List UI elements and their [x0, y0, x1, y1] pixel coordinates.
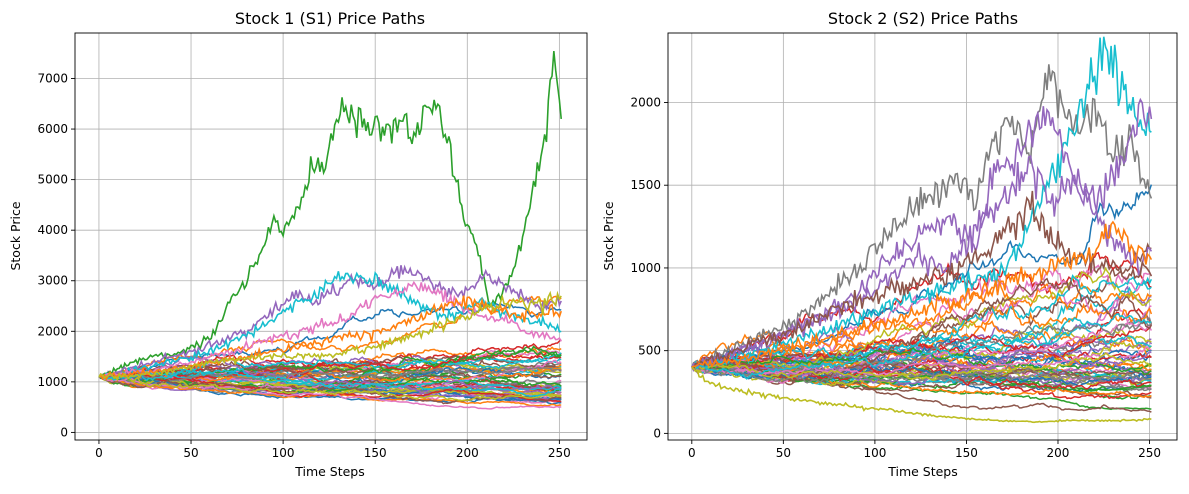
y-axis-label: Stock Price	[601, 201, 616, 270]
y-axis-label: Stock Price	[8, 201, 23, 270]
series-line-highlight	[98, 264, 562, 379]
x-tick-label: 0	[95, 446, 103, 460]
x-axis-label: Time Steps	[887, 464, 958, 479]
series-line	[691, 346, 1152, 376]
series-line-highlight	[691, 64, 1153, 368]
series-line	[691, 277, 1153, 384]
series-group	[98, 51, 563, 410]
x-tick-label: 100	[863, 446, 886, 460]
series-line	[98, 339, 562, 381]
series-line	[691, 352, 1152, 378]
y-tick-label: 3000	[37, 274, 68, 288]
series-line	[691, 364, 1152, 384]
series-line	[98, 375, 562, 402]
series-line-highlight	[691, 97, 1153, 368]
x-tick-label: 50	[183, 446, 198, 460]
y-tick-label: 1000	[630, 261, 661, 275]
series-line	[98, 367, 562, 398]
y-tick-label: 7000	[37, 72, 68, 86]
series-line-highlight	[98, 295, 562, 382]
y-tick-label: 6000	[37, 122, 68, 136]
series-line	[98, 355, 562, 394]
series-line-highlight	[98, 51, 563, 379]
x-tick-label: 150	[364, 446, 387, 460]
y-tick-label: 500	[638, 344, 661, 358]
axes-frame	[74, 32, 588, 441]
x-tick-label: 0	[688, 446, 696, 460]
x-axis-label: Time Steps	[294, 464, 365, 479]
series-line	[98, 370, 562, 391]
series-line	[691, 284, 1152, 384]
series-line	[98, 366, 562, 382]
x-tick-label: 250	[1138, 446, 1161, 460]
chart-title: Stock 2 (S2) Price Paths	[828, 9, 1018, 28]
chart-panel-s1: Stock 1 (S1) Price Paths Time Steps Stoc…	[8, 9, 588, 479]
x-tick-label: 200	[456, 446, 479, 460]
series-line	[691, 349, 1152, 385]
x-tick-label: 200	[1047, 446, 1070, 460]
series-line	[691, 313, 1152, 380]
series-line-highlight	[691, 36, 1152, 371]
series-line	[691, 352, 1152, 381]
y-tick-label: 1000	[37, 375, 68, 389]
series-line-highlight	[691, 366, 1152, 424]
y-tick-label: 5000	[37, 173, 68, 187]
x-tick-label: 150	[955, 446, 978, 460]
x-tick-label: 50	[776, 446, 791, 460]
series-line-highlight	[98, 290, 562, 382]
series-line	[691, 324, 1152, 370]
series-group	[691, 36, 1153, 424]
axes-frame	[667, 32, 1178, 441]
y-tick-label: 2000	[37, 324, 68, 338]
y-tick-label: 0	[653, 426, 661, 440]
chart-title: Stock 1 (S1) Price Paths	[235, 9, 425, 28]
y-tick-label: 1500	[630, 178, 661, 192]
x-tick-label: 250	[548, 446, 571, 460]
y-tick-label: 2000	[630, 95, 661, 109]
series-line	[98, 372, 562, 403]
series-line-highlight	[691, 220, 1153, 369]
chart-panel-s2: Stock 2 (S2) Price Paths Time Steps Stoc…	[601, 9, 1178, 479]
series-line-highlight	[98, 280, 562, 378]
x-tick-label: 100	[272, 446, 295, 460]
y-tick-label: 4000	[37, 223, 68, 237]
y-tick-label: 0	[60, 425, 68, 439]
series-line-highlight	[98, 271, 562, 378]
